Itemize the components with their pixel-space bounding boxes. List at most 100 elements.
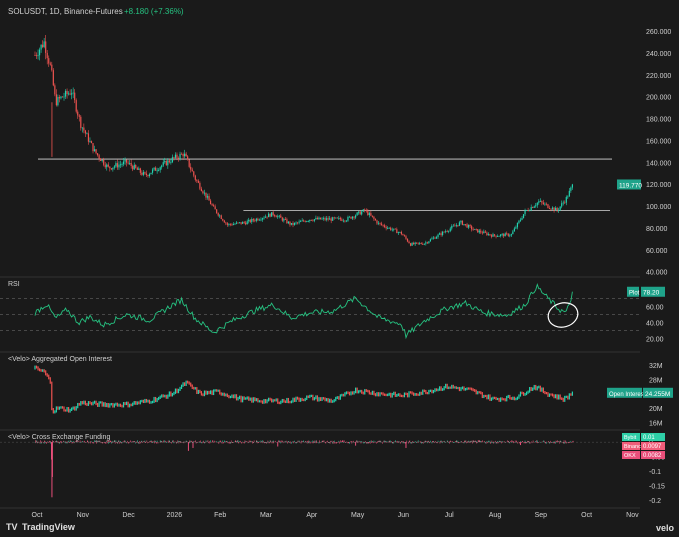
oi-candle (251, 397, 253, 403)
price-candle (222, 219, 224, 221)
oi-candle (240, 395, 242, 403)
oi-candle (390, 392, 392, 398)
oi-candle (185, 380, 187, 387)
price-candle (484, 231, 486, 233)
price-candle (355, 215, 357, 218)
price-candle (306, 221, 308, 222)
oi-candle (110, 402, 112, 406)
oi-candle (103, 402, 105, 407)
oi-candle (219, 389, 221, 395)
price-candle (263, 217, 265, 219)
open-interest-title: <Velo> Aggregated Open Interest (8, 356, 112, 363)
oi-candle (325, 398, 328, 402)
price-candle (235, 222, 238, 224)
price-candle (284, 219, 286, 220)
price-candle (496, 236, 499, 237)
price-candle (209, 200, 212, 205)
oi-candle (382, 392, 384, 396)
oi-candle (179, 386, 181, 391)
oi-candle (129, 403, 131, 408)
oi-candle (138, 401, 140, 405)
price-candle (471, 226, 473, 230)
oi-candle (34, 365, 36, 370)
oi-candle (213, 389, 215, 396)
oi-candle (307, 395, 309, 399)
oi-candle (548, 393, 551, 397)
price-candle (467, 225, 470, 228)
oi-candle (165, 394, 167, 399)
oi-candle (77, 402, 79, 409)
price-candle (71, 93, 73, 95)
price-candle (264, 216, 267, 218)
oi-candle (551, 393, 554, 397)
price-candle (81, 127, 83, 129)
oi-candle (203, 390, 206, 397)
oi-value-label: 24.255M (645, 391, 670, 398)
last-price-label: 119.770 (619, 182, 642, 189)
oi-candle (159, 395, 161, 400)
price-candle (422, 243, 424, 245)
oi-candle (136, 401, 138, 405)
oi-candle (509, 394, 511, 400)
oi-candle (558, 394, 560, 400)
oi-candle (498, 397, 500, 402)
oi-candle (362, 391, 364, 395)
price-candle (451, 226, 453, 229)
price-candle (206, 196, 209, 198)
oi-candle (477, 391, 479, 395)
price-candle (107, 164, 109, 167)
price-candle (87, 133, 90, 142)
oi-candle (184, 382, 186, 387)
velo-logo: velo (656, 523, 675, 533)
oi-candle (408, 391, 410, 398)
oi-candle (306, 395, 308, 401)
price-axis-tick: 80.000 (646, 226, 668, 233)
price-candle (345, 220, 348, 222)
price-candle (208, 196, 210, 201)
price-candle (295, 222, 297, 224)
price-candle (54, 85, 56, 95)
price-candle (516, 222, 519, 228)
oi-candle (174, 388, 177, 394)
price-candle (219, 215, 221, 217)
price-candle (406, 238, 409, 242)
oi-candle (568, 393, 570, 400)
oi-candle (46, 373, 48, 377)
oi-candle (467, 387, 470, 390)
price-candle (159, 167, 161, 171)
oi-candle (431, 389, 433, 394)
oi-candle (358, 390, 360, 394)
price-candle (327, 218, 329, 220)
oi-candle (216, 389, 218, 392)
price-candle (461, 220, 464, 225)
price-candle (515, 227, 517, 229)
price-candle (150, 172, 152, 175)
price-candle (428, 241, 430, 243)
price-candle (293, 222, 296, 225)
oi-candle (112, 402, 114, 408)
price-candle (547, 204, 549, 208)
oi-candle (434, 388, 436, 393)
price-candle (556, 207, 558, 211)
price-candle (437, 234, 439, 238)
oi-candle (64, 409, 67, 412)
price-candle (367, 210, 369, 216)
oi-candle (303, 398, 305, 402)
price-candle (177, 157, 180, 159)
oi-candle (364, 389, 366, 395)
oi-candle (463, 386, 465, 391)
oi-candle (206, 390, 209, 395)
price-candle (504, 233, 506, 237)
price-candle (289, 221, 291, 225)
oi-candle (132, 402, 134, 407)
oi-candle (329, 398, 331, 403)
x-axis-month-label: 2026 (167, 512, 183, 519)
price-candle (347, 216, 349, 221)
oi-candle (409, 391, 412, 394)
oi-candle (319, 397, 322, 402)
price-candle (139, 168, 141, 173)
price-candle (116, 163, 119, 168)
price-candle (129, 163, 131, 164)
oi-candle (116, 402, 119, 407)
